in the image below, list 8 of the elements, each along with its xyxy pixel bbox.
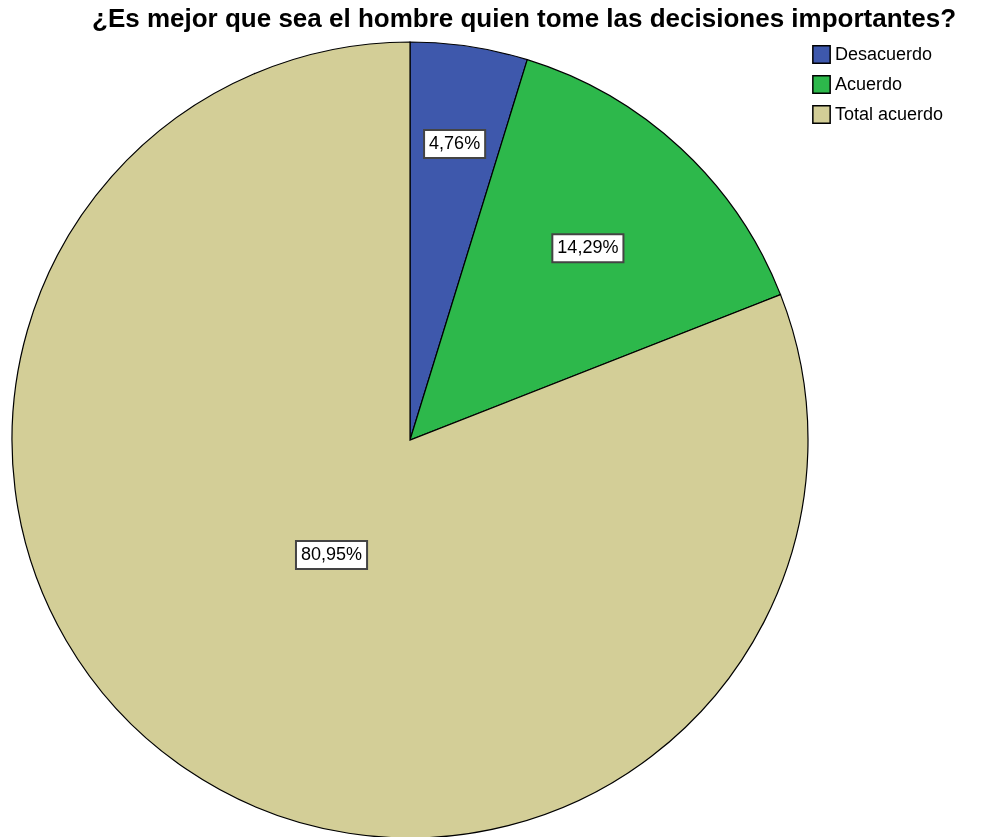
legend-label: Acuerdo <box>835 73 903 94</box>
chart-title: ¿Es mejor que sea el hombre quien tome las decisiones importantes? <box>92 3 957 33</box>
pie-slice <box>11 41 809 837</box>
legend-label: Total acuerdo <box>835 103 944 124</box>
data-label: 14,29% <box>557 237 619 258</box>
legend-label: Desacuerdo <box>835 43 933 64</box>
data-label: 4,76% <box>429 132 481 153</box>
data-label: 80,95% <box>300 544 363 565</box>
